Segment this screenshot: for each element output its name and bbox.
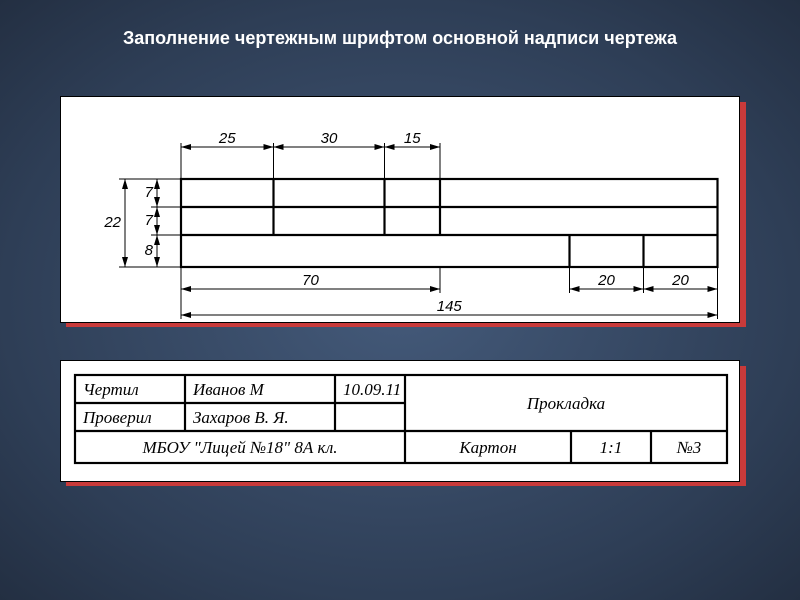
svg-text:20: 20 [671, 272, 689, 289]
svg-text:70: 70 [302, 272, 319, 289]
svg-text:7: 7 [145, 184, 154, 201]
svg-text:145: 145 [437, 298, 463, 315]
dimension-svg: 25 30 15 7 7 8 22 70 20 20 145 [61, 97, 741, 322]
svg-text:8: 8 [145, 242, 154, 259]
svg-text:15: 15 [404, 130, 421, 147]
svg-text:Прокладка: Прокладка [526, 394, 605, 413]
svg-text:25: 25 [218, 130, 236, 147]
svg-text:20: 20 [597, 272, 615, 289]
titleblock-panel: Чертил Иванов М 10.09.11 Проверил Захаров В.… [60, 360, 740, 480]
dimension-diagram-panel: 25 30 15 7 7 8 22 70 20 20 145 [60, 96, 740, 321]
svg-text:Чертил: Чертил [83, 380, 139, 399]
svg-text:№3: №3 [676, 438, 702, 457]
svg-text:22: 22 [103, 214, 121, 231]
svg-text:МБОУ "Лицей №18" 8А кл.: МБОУ "Лицей №18" 8А кл. [141, 438, 337, 457]
titleblock-svg: Чертил Иванов М 10.09.11 Проверил Захаров В.… [61, 361, 741, 481]
svg-text:Проверил: Проверил [82, 408, 152, 427]
svg-text:30: 30 [321, 130, 338, 147]
panel-surface: 25 30 15 7 7 8 22 70 20 20 145 [60, 96, 740, 323]
svg-text:7: 7 [145, 212, 154, 229]
svg-text:Иванов М: Иванов М [192, 380, 265, 399]
svg-text:Картон: Картон [458, 438, 516, 457]
page-title: Заполнение чертежным шрифтом основной на… [0, 0, 800, 49]
svg-text:1:1: 1:1 [600, 438, 623, 457]
panel-surface: Чертил Иванов М 10.09.11 Проверил Захаров В.… [60, 360, 740, 482]
svg-text:10.09.11: 10.09.11 [343, 380, 401, 399]
svg-text:Захаров В. Я.: Захаров В. Я. [193, 408, 289, 427]
